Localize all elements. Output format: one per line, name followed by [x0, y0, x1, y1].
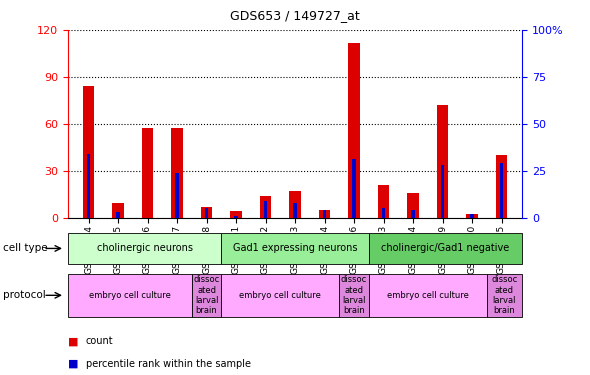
Bar: [382, 208, 385, 218]
Bar: [466, 214, 478, 217]
Bar: [496, 155, 507, 218]
Bar: [201, 207, 212, 218]
Text: cholinergic/Gad1 negative: cholinergic/Gad1 negative: [381, 243, 510, 254]
Text: ■: ■: [68, 336, 78, 346]
Bar: [319, 210, 330, 218]
Bar: [264, 201, 267, 217]
Text: dissoc
ated
larval
brain: dissoc ated larval brain: [341, 275, 367, 315]
Bar: [378, 185, 389, 218]
Bar: [293, 202, 297, 217]
Text: cell type: cell type: [3, 243, 48, 254]
Text: embryo cell culture: embryo cell culture: [387, 291, 468, 300]
Bar: [87, 154, 90, 218]
Text: embryo cell culture: embryo cell culture: [89, 291, 171, 300]
Bar: [175, 172, 179, 217]
Bar: [83, 86, 94, 218]
Text: protocol: protocol: [3, 290, 45, 300]
Bar: [116, 212, 120, 217]
Bar: [112, 203, 124, 217]
Bar: [289, 191, 301, 217]
Text: dissoc
ated
larval
brain: dissoc ated larval brain: [491, 275, 517, 315]
Bar: [441, 165, 444, 218]
Bar: [205, 208, 208, 218]
Bar: [470, 214, 474, 217]
Text: dissoc
ated
larval
brain: dissoc ated larval brain: [194, 275, 219, 315]
Text: count: count: [86, 336, 113, 346]
Bar: [348, 42, 360, 218]
Bar: [171, 128, 183, 217]
Text: GDS653 / 149727_at: GDS653 / 149727_at: [230, 9, 360, 22]
Text: cholinergic neurons: cholinergic neurons: [97, 243, 192, 254]
Bar: [411, 210, 415, 218]
Text: percentile rank within the sample: percentile rank within the sample: [86, 359, 251, 369]
Bar: [260, 196, 271, 217]
Bar: [500, 163, 503, 218]
Bar: [142, 128, 153, 217]
Bar: [407, 192, 419, 217]
Text: ■: ■: [68, 359, 78, 369]
Text: embryo cell culture: embryo cell culture: [240, 291, 321, 300]
Bar: [352, 159, 356, 218]
Bar: [234, 216, 238, 217]
Bar: [230, 211, 242, 217]
Bar: [323, 210, 326, 218]
Text: Gad1 expressing neurons: Gad1 expressing neurons: [232, 243, 358, 254]
Bar: [437, 105, 448, 218]
